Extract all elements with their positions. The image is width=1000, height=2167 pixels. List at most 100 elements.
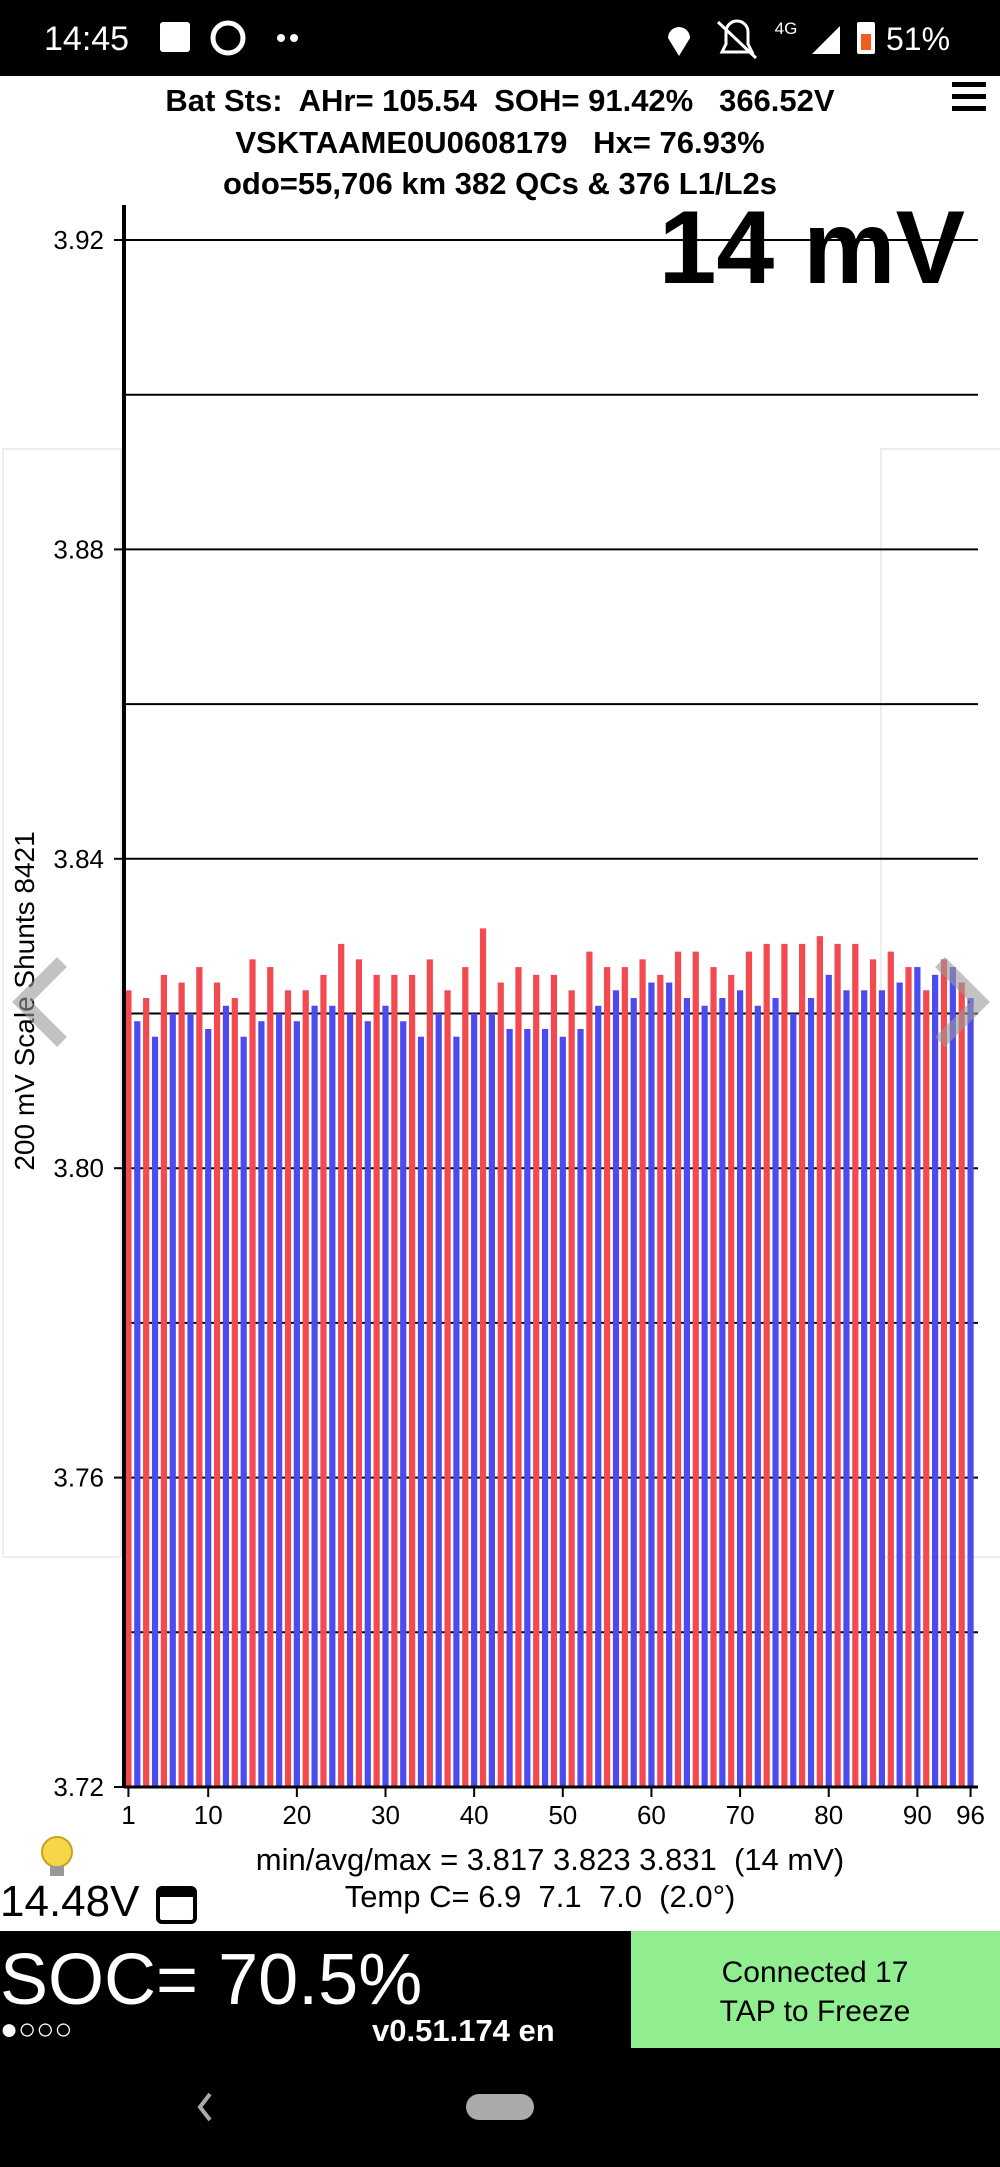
menu-button[interactable]: [952, 82, 986, 111]
annotation: 14 mV: [659, 190, 965, 306]
freeze-button[interactable]: Connected 17 TAP to Freeze: [631, 1931, 1000, 2048]
x-tick-label: 70: [726, 1800, 755, 1830]
bar: [222, 1005, 230, 1787]
bar: [940, 959, 948, 1787]
stats: min/avg/max = 3.817 3.823 3.831 (14 mV): [256, 1842, 844, 1877]
x-tick-label: 60: [637, 1800, 666, 1830]
bar: [719, 998, 726, 1787]
bar: [400, 1021, 407, 1787]
bar: [382, 1005, 389, 1787]
bar: [639, 959, 646, 1787]
bar: [479, 928, 487, 1787]
bar: [852, 943, 859, 1787]
bar: [816, 936, 823, 1787]
x-tick-label: 80: [814, 1800, 843, 1830]
bar: [293, 1021, 300, 1787]
x-tick-label: 30: [371, 1800, 400, 1830]
soc: SOC= 70.5%: [0, 1940, 422, 2020]
bar: [843, 990, 850, 1787]
bar: [302, 990, 309, 1787]
bar: [346, 1013, 354, 1787]
x-tick-label: 90: [903, 1800, 932, 1830]
x-tick-label: 40: [460, 1800, 489, 1830]
button-bg: [631, 1931, 1000, 2048]
bar: [932, 974, 939, 1787]
clock: 14:45: [44, 20, 129, 58]
bar: [958, 982, 965, 1787]
bar: [213, 982, 221, 1787]
bar: [134, 1021, 141, 1787]
bar: [249, 959, 256, 1787]
y-tick-label: 3.84: [53, 844, 104, 874]
bar: [728, 974, 735, 1787]
bar: [355, 959, 363, 1787]
bar: [825, 974, 832, 1787]
bar: [196, 967, 203, 1787]
bar: [205, 1028, 212, 1787]
bar: [364, 1021, 371, 1787]
header-line: VSKTAAME0U0608179 Hx= 76.93%: [235, 125, 764, 160]
prev-page[interactable]: [12, 957, 67, 1047]
bar: [692, 951, 699, 1787]
menu-bar: [952, 106, 986, 111]
bar: [338, 943, 345, 1787]
bar: [736, 990, 744, 1787]
y-tick-label: 3.92: [53, 225, 104, 255]
button-text: Connected 17: [722, 1956, 909, 1989]
bar: [408, 974, 416, 1787]
bar: [612, 990, 620, 1787]
bar: [869, 959, 877, 1787]
battery-percent: 51%: [886, 21, 950, 57]
bar: [949, 967, 956, 1787]
bar: [320, 974, 327, 1787]
bar: [878, 990, 886, 1787]
bar: [754, 1005, 761, 1787]
bar: [533, 974, 540, 1787]
bar: [799, 943, 806, 1787]
more-icon: [290, 34, 298, 42]
bar: [595, 1005, 602, 1787]
bulb-icon[interactable]: [41, 1836, 73, 1876]
bar: [524, 1028, 531, 1787]
menu-bar: [952, 94, 986, 99]
bar: [329, 1005, 336, 1787]
bar: [745, 951, 753, 1787]
next-page[interactable]: [935, 957, 990, 1047]
bar: [772, 998, 779, 1787]
bar: [763, 943, 770, 1787]
menu-bar: [952, 82, 986, 87]
bar: [541, 1028, 549, 1787]
bar: [160, 974, 167, 1787]
notification-icon: [160, 22, 190, 52]
bar: [621, 967, 628, 1787]
signal-icon: [812, 26, 840, 54]
bar: [701, 1005, 708, 1787]
bar: [426, 959, 433, 1787]
bar: [391, 974, 398, 1787]
y-tick-label: 3.80: [53, 1153, 104, 1183]
bar: [657, 974, 664, 1787]
bar: [231, 998, 238, 1787]
bar: [674, 951, 682, 1787]
bulb: [41, 1836, 73, 1868]
calendar-icon[interactable]: [156, 1886, 197, 1924]
bar: [586, 951, 593, 1787]
bar: [550, 974, 558, 1787]
nav-back[interactable]: [197, 2092, 212, 2122]
bar: [169, 1013, 176, 1787]
bar: [506, 1028, 513, 1787]
nav-home[interactable]: [466, 2094, 534, 2120]
bar: [861, 990, 868, 1787]
bar: [923, 990, 930, 1787]
status-bar: [0, 0, 1000, 76]
x-tick-label: 96: [956, 1800, 985, 1830]
temperature: Temp C= 6.9 7.1 7.0 (2.0°): [345, 1879, 736, 1914]
x-tick-label: 50: [548, 1800, 577, 1830]
bar: [240, 1036, 247, 1787]
bar: [896, 982, 903, 1787]
bar: [790, 1013, 797, 1787]
bar: [604, 967, 611, 1787]
header-line: Bat Sts: AHr= 105.54 SOH= 91.42% 366.52V: [165, 83, 834, 118]
network-type: 4G: [775, 19, 798, 38]
bar: [887, 951, 894, 1787]
